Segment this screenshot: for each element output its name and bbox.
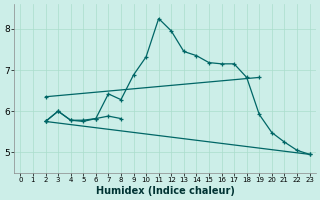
X-axis label: Humidex (Indice chaleur): Humidex (Indice chaleur) — [96, 186, 234, 196]
